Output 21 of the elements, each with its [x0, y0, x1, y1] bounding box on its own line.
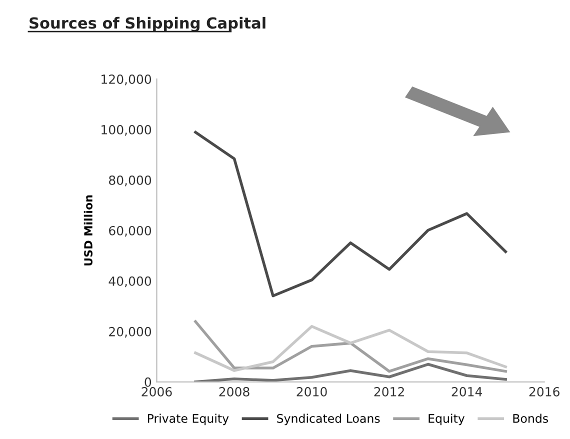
- y-tick-label: 0: [144, 377, 152, 387]
- x-tick-label: 2016: [529, 387, 560, 396]
- y-tick-label: 40,000: [108, 276, 152, 288]
- y-axis-title: USD Million: [84, 195, 92, 266]
- legend-label: Bonds: [513, 414, 548, 423]
- legend-label: Equity: [428, 414, 465, 426]
- line-series: [194, 130, 507, 298]
- y-tick-label: 120,000: [102, 74, 152, 86]
- y-tick-label: 80,000: [109, 175, 152, 186]
- x-tick-label: 2014: [452, 387, 482, 396]
- x-tick-label: 2008: [219, 387, 250, 396]
- y-tick-label: 60,000: [109, 226, 152, 237]
- x-tick-label: 2010: [296, 387, 327, 396]
- x-tick-label: 2012: [374, 387, 404, 396]
- legend-label: Syndicated Loans: [277, 414, 380, 426]
- chart-title: Sources of Shipping Capital: [30, 16, 266, 32]
- line-series: [194, 362, 507, 382]
- x-tick-label: 2006: [142, 387, 172, 396]
- legend-label: Private Equity: [148, 414, 229, 426]
- y-tick-label: 100,000: [102, 124, 152, 136]
- y-tick-label: 20,000: [109, 326, 152, 338]
